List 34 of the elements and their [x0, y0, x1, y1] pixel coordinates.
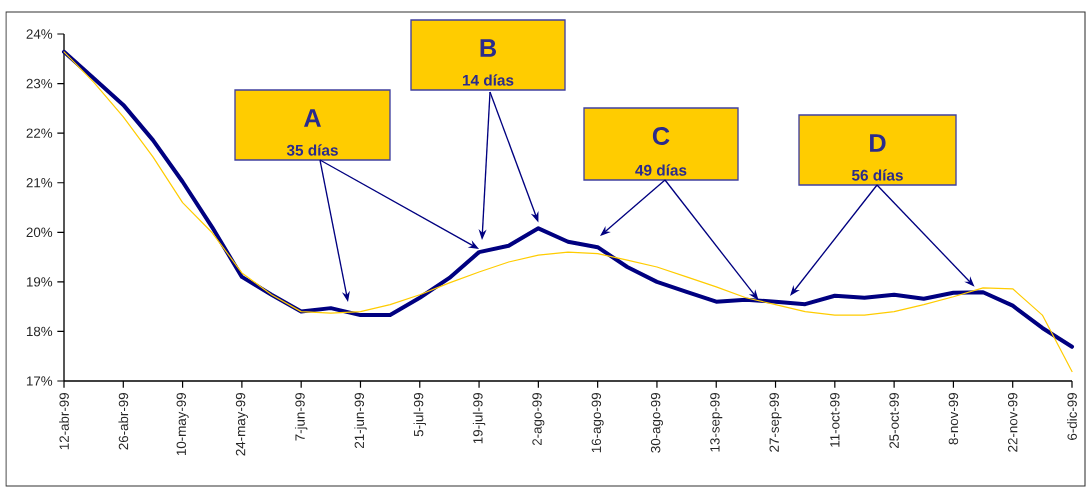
annotation: C [652, 127, 670, 145]
y-tick-label: 21% [26, 178, 53, 188]
x-tick-label: 24-may-99 [235, 393, 248, 456]
x-tick-label: 2-ago-99 [532, 393, 545, 446]
x-tick-label: 16-ago-99 [591, 393, 604, 453]
x-tick-label: 12-abr-99 [59, 393, 69, 450]
x-tick-label: 7-jun-99 [294, 393, 308, 441]
x-tick-label: 5-jul-99 [413, 393, 426, 437]
x-tick-label: 22-nov-99 [1007, 393, 1018, 452]
x-tick-label: 10-may-99 [176, 393, 189, 456]
x-tick-label: 19-jul-99 [472, 393, 486, 444]
y-tick-label: 22% [26, 128, 53, 138]
x-tick-label: 13-sep-99 [710, 393, 723, 452]
x-tick-label: 30-ago-99 [650, 393, 663, 453]
y-tick-label: 24% [26, 29, 53, 39]
annotation: B [480, 39, 496, 57]
x-tick-label: 25-oct-99 [889, 393, 899, 449]
x-tick-label: 6-dic-99 [1067, 393, 1077, 440]
x-tick-label: 21-jun-99 [354, 393, 367, 449]
x-tick-label: 11-oct-99 [830, 393, 840, 447]
annotation: 56 días [851, 169, 903, 181]
y-tick-label: 17% [26, 376, 53, 386]
annotation: 14 días [462, 74, 514, 86]
annotation: D [870, 134, 886, 152]
y-tick-label: 20% [26, 227, 53, 238]
annotation: 49 días [635, 164, 687, 176]
annotation: A [303, 109, 321, 127]
y-tick-label: 18% [26, 326, 53, 337]
y-tick-label: 23% [26, 78, 53, 89]
y-tick-label: 19% [26, 277, 53, 287]
x-tick-label: 27-sep-99 [769, 393, 782, 452]
annotation: 35 días [286, 144, 338, 156]
x-tick-label: 26-abr-99 [118, 393, 129, 450]
x-tick-label: 8-nov-99 [948, 393, 959, 445]
